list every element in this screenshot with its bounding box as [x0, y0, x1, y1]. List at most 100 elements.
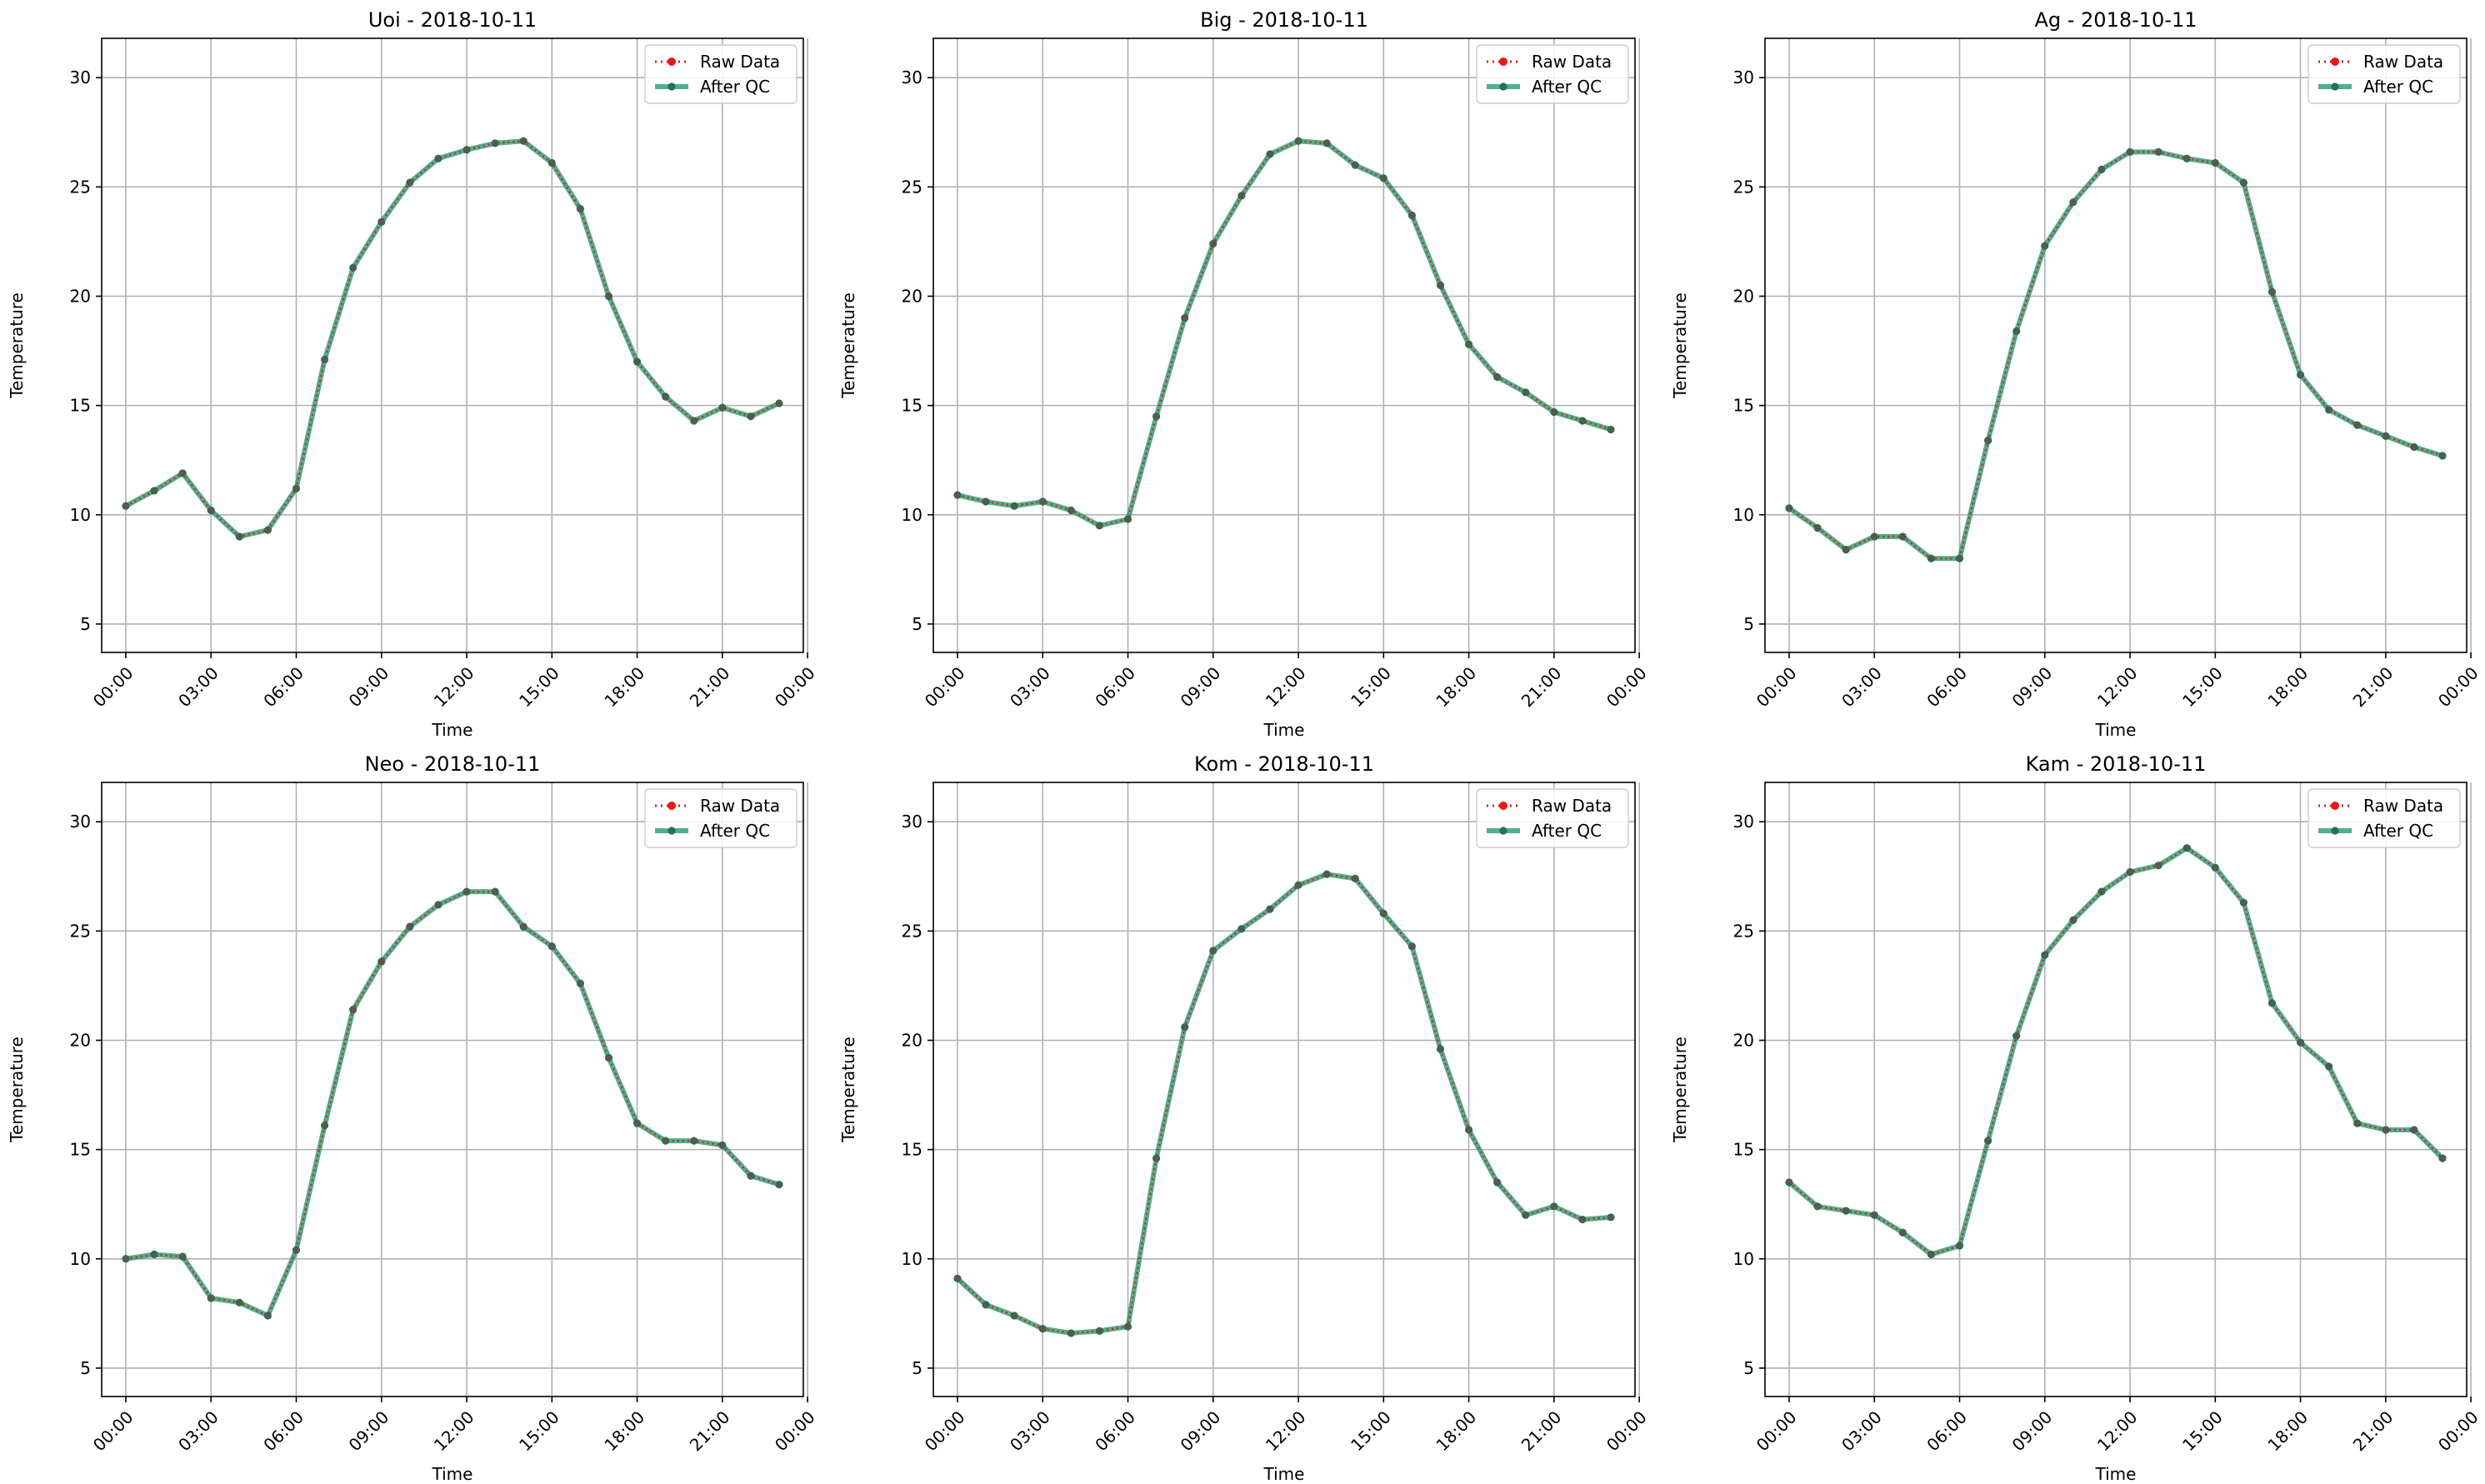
data-point-raw-data: [2412, 445, 2417, 449]
series-line-raw-data: [125, 140, 780, 538]
data-point-raw-data: [351, 1007, 355, 1012]
legend-label-raw-data: Raw Data: [1532, 52, 1612, 72]
data-point-raw-data: [748, 1173, 753, 1178]
data-point-raw-data: [1324, 872, 1329, 877]
legend-label-raw-data: Raw Data: [2363, 796, 2443, 816]
series-line-after-qc: [955, 872, 1612, 1336]
data-point-raw-data: [322, 1123, 327, 1127]
data-point-raw-data: [2440, 453, 2445, 458]
data-point-raw-data: [1495, 1180, 1499, 1185]
legend-marker-raw-data: [1499, 802, 1508, 810]
legend-label-after-qc: After QC: [700, 821, 770, 841]
data-point-raw-data: [1012, 504, 1017, 508]
data-point-raw-data: [1012, 1313, 1017, 1318]
data-point-raw-data: [1958, 557, 1962, 561]
y-tick-label: 15: [1733, 1140, 1754, 1160]
data-point-raw-data: [1069, 508, 1073, 512]
data-point-raw-data: [607, 1056, 611, 1060]
y-tick-label: 25: [1733, 177, 1754, 197]
data-point-raw-data: [2099, 889, 2104, 894]
y-tick-label: 20: [70, 1030, 91, 1050]
data-point-raw-data: [777, 1182, 782, 1187]
data-point-raw-data: [1069, 1331, 1073, 1336]
data-point-raw-data: [266, 527, 270, 532]
y-tick-label: 25: [70, 177, 91, 197]
y-tick-label: 5: [912, 1358, 922, 1378]
data-point-raw-data: [1552, 410, 1557, 414]
y-tick-label: 5: [912, 614, 922, 634]
data-point-raw-data: [983, 1302, 988, 1307]
data-point-raw-data: [748, 414, 753, 418]
data-point-raw-data: [1815, 526, 1820, 530]
data-point-raw-data: [152, 488, 157, 493]
data-point-raw-data: [955, 1277, 960, 1281]
data-point-raw-data: [2213, 161, 2218, 165]
data-point-raw-data: [2327, 407, 2331, 412]
data-point-raw-data: [1382, 912, 1386, 916]
data-point-raw-data: [1041, 1327, 1045, 1331]
data-point-raw-data: [2355, 1121, 2359, 1126]
data-point-raw-data: [2355, 423, 2359, 427]
data-point-raw-data: [1438, 1047, 1442, 1052]
y-tick-label: 15: [902, 1140, 922, 1160]
data-point-raw-data: [2327, 1064, 2331, 1069]
data-point-raw-data: [607, 294, 611, 298]
data-point-raw-data: [692, 1138, 696, 1143]
data-point-raw-data: [1986, 438, 1990, 442]
data-point-raw-data: [379, 959, 383, 964]
data-point-raw-data: [294, 487, 298, 491]
y-tick-label: 10: [70, 1249, 91, 1269]
y-tick-label: 20: [902, 1030, 922, 1050]
data-point-raw-data: [2242, 901, 2246, 905]
data-point-raw-data: [2383, 1127, 2388, 1132]
y-tick-label: 15: [902, 396, 922, 416]
y-tick-label: 25: [70, 921, 91, 941]
x-axis-label: Time: [1263, 720, 1305, 740]
x-axis-label: Time: [432, 1464, 473, 1484]
data-point-raw-data: [322, 357, 327, 362]
data-point-raw-data: [408, 924, 412, 929]
legend-label-raw-data: Raw Data: [700, 52, 780, 72]
data-point-raw-data: [1467, 1127, 1471, 1132]
data-point-raw-data: [464, 147, 469, 152]
y-tick-label: 15: [1733, 396, 1754, 416]
data-point-raw-data: [2298, 1040, 2302, 1045]
data-point-raw-data: [2383, 434, 2388, 438]
data-point-raw-data: [492, 889, 498, 894]
data-point-raw-data: [1929, 557, 1933, 561]
data-point-raw-data: [1126, 1324, 1130, 1329]
data-point-raw-data: [635, 1121, 639, 1126]
data-point-raw-data: [578, 982, 582, 986]
y-axis-label: Temperature: [838, 1037, 858, 1143]
y-tick-label: 10: [902, 1249, 922, 1269]
data-point-raw-data: [492, 141, 498, 146]
data-point-raw-data: [777, 401, 782, 406]
data-point-raw-data: [1843, 547, 1848, 552]
data-point-raw-data: [2242, 180, 2246, 185]
data-point-raw-data: [983, 499, 988, 504]
series-line-raw-data: [125, 890, 780, 1317]
x-axis-label: Time: [1263, 1464, 1305, 1484]
data-point-raw-data: [692, 418, 696, 423]
legend-label-after-qc: After QC: [2363, 821, 2433, 841]
data-point-raw-data: [1239, 193, 1244, 198]
data-point-raw-data: [1154, 414, 1158, 418]
data-point-raw-data: [1268, 907, 1272, 912]
y-axis-label: Temperature: [838, 292, 858, 399]
legend-label-after-qc: After QC: [1532, 821, 1602, 841]
legend-marker-raw-data: [668, 57, 676, 66]
legend-marker-raw-data: [2331, 802, 2339, 810]
data-point-raw-data: [1353, 162, 1358, 167]
data-point-raw-data: [379, 220, 383, 224]
legend-marker-raw-data: [2331, 57, 2339, 66]
data-point-raw-data: [180, 1254, 185, 1259]
data-point-raw-data: [1098, 1329, 1102, 1333]
data-point-raw-data: [2128, 870, 2132, 874]
data-point-raw-data: [2270, 1001, 2274, 1006]
data-point-raw-data: [663, 394, 668, 399]
data-point-raw-data: [2042, 952, 2047, 957]
data-point-raw-data: [1580, 418, 1585, 423]
